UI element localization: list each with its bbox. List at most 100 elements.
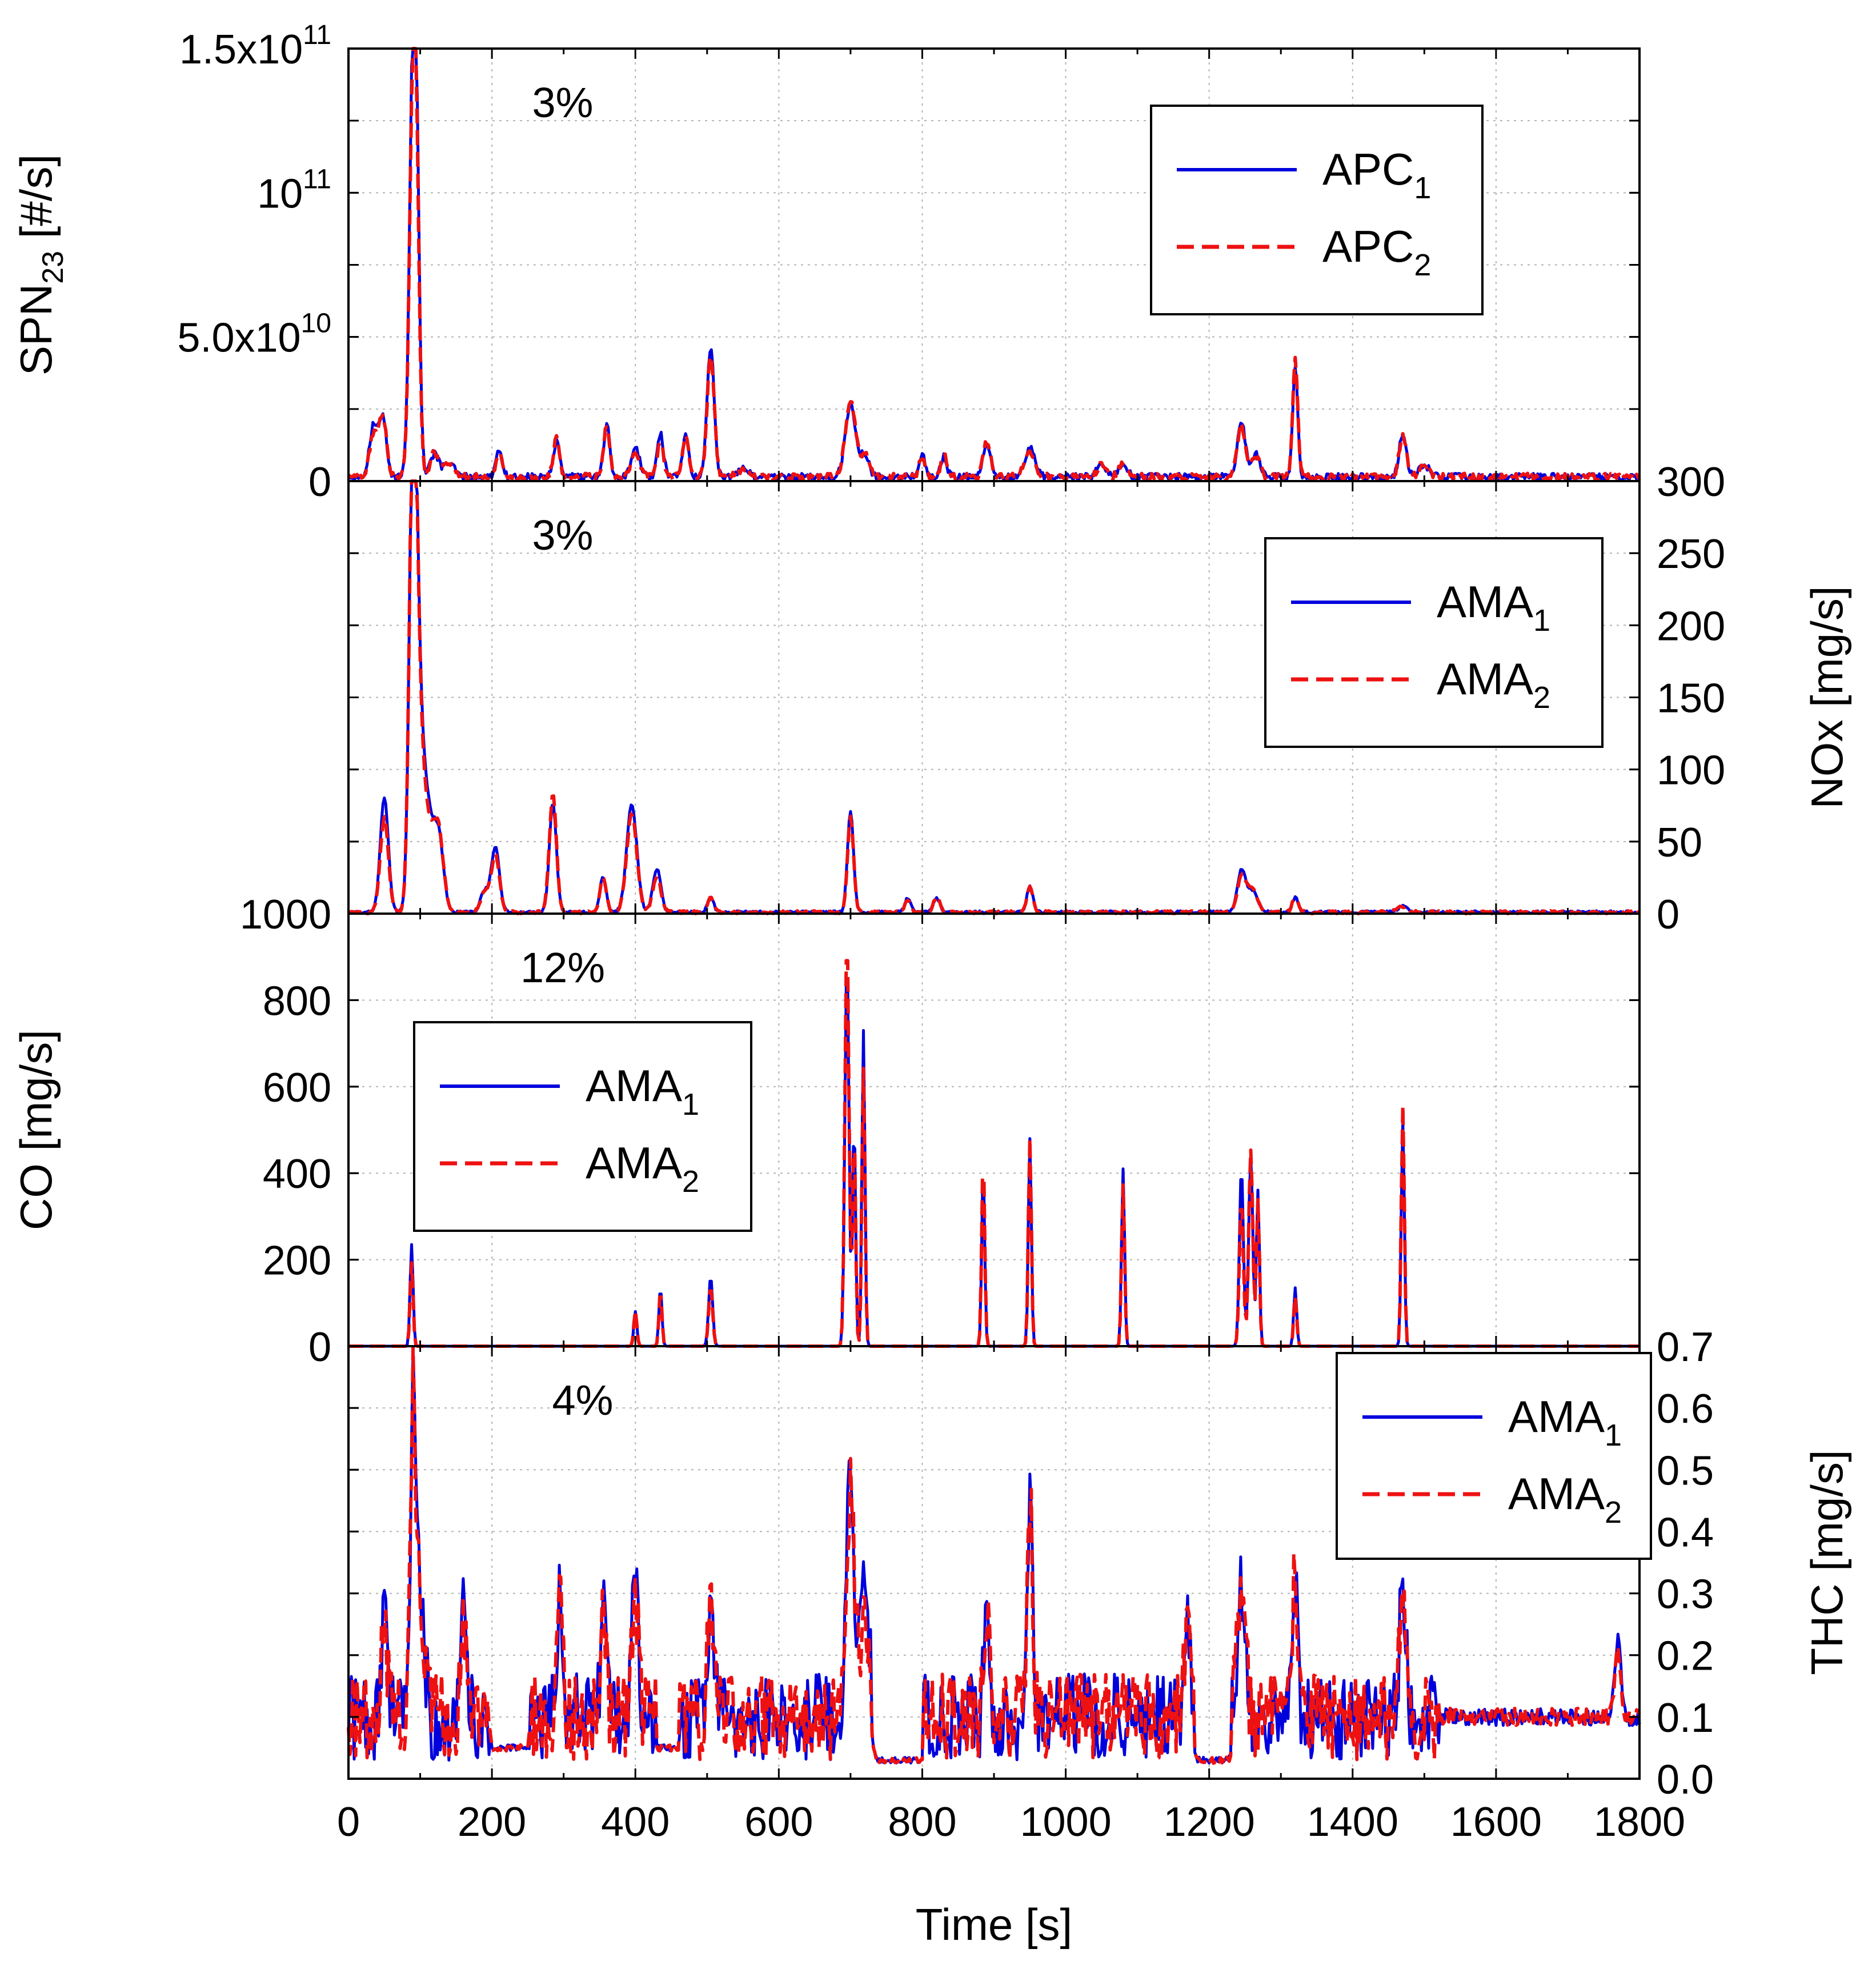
spn-y-tick-base: 5.0x10 [177,315,300,361]
x-axis-label: Time [s] [916,1899,1072,1950]
nox-y-tick-base: 250 [1657,531,1725,577]
nox-legend-label-base: AMA [1437,577,1533,627]
nox-grid [348,481,1640,914]
x-tick-label: 800 [888,1799,956,1845]
thc-legend-label-sub: 2 [1605,1495,1622,1530]
nox-y-tick-base: 100 [1657,748,1725,794]
spn-legend-label-sub: 2 [1414,248,1431,282]
thc-y-tick-base: 0.1 [1657,1695,1714,1741]
spn-y-tick-exp: 11 [303,164,331,194]
nox-y-tick-base: 300 [1657,459,1725,505]
nox-legend-label-base: AMA [1437,654,1533,704]
spn-legend: APC1 APC2 [1150,105,1484,315]
thc-y-tick-label: 0.4 [1657,1510,1714,1555]
x-tick-label: 1800 [1594,1799,1685,1845]
spn-y-tick-label: 1011 [257,164,331,217]
co-legend-label-2: AMA2 [586,1138,699,1199]
spn-legend-label-2: APC2 [1322,221,1431,282]
nox-y-tick-base: 0 [1657,892,1679,938]
nox-y-tick-label: 100 [1657,748,1725,794]
spn-y-axis-label-tail: [#/s] [11,154,61,251]
thc-legend-label-base: AMA [1508,1468,1605,1519]
thc-y-tick-base: 0.6 [1657,1386,1714,1432]
spn-legend-label-sub: 1 [1414,171,1431,205]
x-tick-label: 1200 [1164,1799,1255,1845]
co-legend-label-sub: 1 [682,1087,699,1122]
x-tick-label: 1400 [1307,1799,1398,1845]
nox-legend-label-sub: 2 [1533,681,1550,715]
nox-y-tick-label: 200 [1657,603,1725,649]
x-tick-label: 0 [337,1799,360,1845]
spn-y-axis-label-main: SPN [11,284,61,375]
spn-percent-annotation: 3% [532,79,594,126]
thc-y-tick-base: 0.7 [1657,1324,1714,1370]
thc-y-axis-label-main: THC [mg/s] [1802,1450,1852,1675]
nox-y-tick-label: 150 [1657,676,1725,722]
panel-co: 0 200 400 600 800 1000 CO [mg/s] 12% AMA1 AMA2 [11,892,1641,1370]
nox-y-tick-base: 200 [1657,603,1725,649]
co-percent-annotation: 12% [520,944,605,991]
spn-grid [348,49,1640,481]
spn-y-tick-label: 1.5x1011 [179,20,331,73]
panel-thc: 0.0 0.1 0.2 0.3 0.4 0.5 0.6 0.7 THC [mg/s] 4% AMA1… [347,1324,1852,1803]
nox-y-tick-label: 250 [1657,531,1725,577]
thc-y-axis-label: THC [mg/s] [1802,1450,1852,1675]
co-y-tick-base: 0 [308,1324,331,1370]
thc-y-tick-base: 0.2 [1657,1634,1714,1679]
nox-y-tick-base: 150 [1657,676,1725,722]
co-legend-label-base: AMA [586,1138,682,1188]
co-y-tick-label: 200 [263,1238,331,1284]
x-tick-label: 1000 [1020,1799,1111,1845]
co-y-tick-base: 600 [263,1065,331,1111]
thc-legend-label-2: AMA2 [1508,1468,1622,1530]
co-y-tick-base: 400 [263,1151,331,1197]
x-tick-label: 400 [601,1799,670,1845]
nox-y-tick-label: 0 [1657,892,1679,938]
x-tick-label: 600 [744,1799,813,1845]
co-y-tick-label: 800 [263,978,331,1024]
spn-y-tick-base: 0 [308,459,331,505]
spn-y-axis-label-sub: 23 [37,251,70,284]
spn-y-tick-label: 5.0x1010 [177,309,331,361]
co-legend-label-1: AMA1 [586,1060,699,1122]
nox-y-tick-label: 50 [1657,820,1702,866]
x-tick-label: 200 [458,1799,526,1845]
thc-series-2-line [347,1345,1641,1765]
spn-y-tick-base: 10 [257,171,303,217]
spn-y-tick-base: 1.5x10 [179,27,303,73]
x-tick-label: 1600 [1450,1799,1542,1845]
thc-y-tick-label: 0.3 [1657,1572,1714,1618]
co-y-tick-base: 1000 [240,892,331,938]
nox-y-tick-base: 50 [1657,820,1702,866]
thc-legend-label-sub: 1 [1605,1418,1622,1452]
spn-legend-label-base: APC [1322,144,1414,194]
thc-legend-box [1336,1352,1652,1560]
thc-y-tick-label: 0.1 [1657,1695,1714,1741]
thc-y-tick-base: 0.3 [1657,1572,1714,1618]
co-y-tick-base: 200 [263,1238,331,1284]
spn-y-tick-exp: 10 [301,309,331,339]
nox-legend-label-sub: 1 [1533,603,1550,638]
thc-legend-label-1: AMA1 [1508,1391,1622,1452]
co-grid [348,914,1640,1346]
thc-y-tick-label: 0.0 [1657,1757,1714,1803]
co-y-tick-base: 800 [263,978,331,1024]
spn-y-tick-exp: 11 [303,20,331,50]
co-y-axis-label-main: CO [mg/s] [11,1030,61,1230]
co-y-axis-label: CO [mg/s] [11,1030,61,1230]
nox-percent-annotation: 3% [532,511,594,559]
nox-legend-label-1: AMA1 [1437,577,1550,638]
spn-legend-box [1150,105,1484,315]
thc-legend-label-base: AMA [1508,1391,1605,1442]
co-legend: AMA1 AMA2 [413,1021,752,1232]
shared-x-axis: Time [s] 0 200 400 600 800 1000 1200 1400 1600 18… [337,1799,1685,1950]
thc-y-tick-base: 0.0 [1657,1757,1714,1803]
thc-y-tick-label: 0.6 [1657,1386,1714,1432]
thc-y-tick-label: 0.5 [1657,1448,1714,1494]
nox-y-axis-label-main: NOx [mg/s] [1802,586,1852,809]
